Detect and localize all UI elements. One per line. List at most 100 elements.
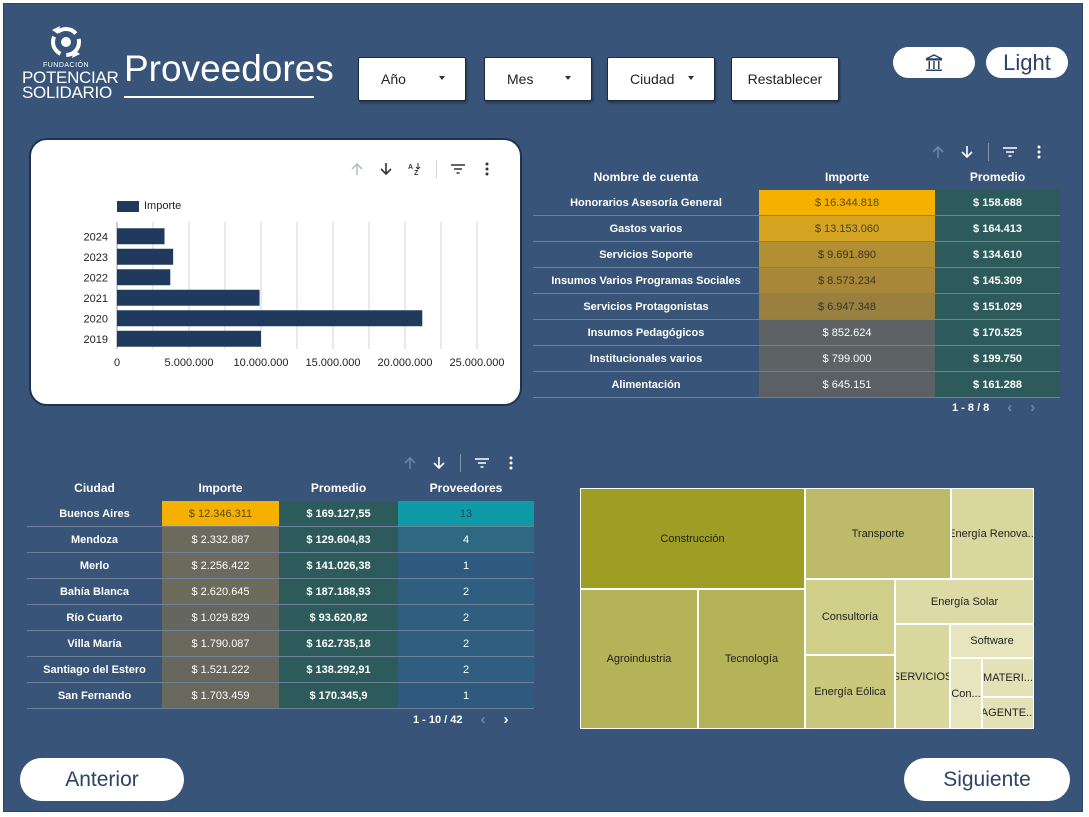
filter-icon[interactable] bbox=[450, 161, 466, 177]
treemap-cell-consultoria[interactable]: Consultoría bbox=[805, 579, 895, 655]
column-header[interactable]: Importe bbox=[198, 481, 243, 495]
filter-icon[interactable] bbox=[1002, 144, 1018, 160]
theme-toggle-label: Light bbox=[1003, 49, 1051, 75]
treemap-cell-software[interactable]: Software bbox=[950, 624, 1034, 658]
treemap-cell-materi[interactable]: MATERI... bbox=[982, 658, 1034, 697]
treemap-cell-agroindustria[interactable]: Agroindustria bbox=[580, 589, 698, 729]
logo-line-3: SOLIDARIO bbox=[22, 83, 112, 102]
filter-month-label: Mes bbox=[507, 71, 534, 87]
proveedores-cell: 2 bbox=[398, 657, 534, 682]
bar[interactable] bbox=[117, 289, 260, 306]
treemap-label: Consultoría bbox=[821, 611, 879, 623]
sort-descending-icon[interactable] bbox=[959, 144, 975, 160]
importe-cell: $ 645.151 bbox=[759, 372, 935, 397]
table-row[interactable]: Merlo $ 2.256.422 $ 141.026,38 1 bbox=[27, 553, 534, 579]
treemap-cell-agente[interactable]: AGENTE... bbox=[982, 697, 1034, 729]
more-options-icon[interactable] bbox=[1031, 144, 1047, 160]
table-header-row: Nombre de cuenta Importe Promedio bbox=[533, 164, 1060, 190]
importe-cell: $ 799.000 bbox=[759, 346, 935, 371]
treemap-cell-energia-solar[interactable]: Energía Solar bbox=[895, 579, 1034, 624]
account-name-cell: Insumos Pedagógicos bbox=[587, 326, 705, 339]
table-row[interactable]: Honorarios Asesoría General $ 16.344.818 $… bbox=[533, 190, 1060, 216]
chevron-left-icon[interactable]: ‹ bbox=[480, 711, 486, 728]
sort-ascending-icon[interactable] bbox=[930, 144, 946, 160]
bar[interactable] bbox=[117, 228, 165, 245]
table-row[interactable]: Santiago del Estero $ 1.521.222 $ 138.292,… bbox=[27, 657, 534, 683]
treemap-cell-energia-renovable[interactable]: Energía Renova... bbox=[951, 488, 1034, 579]
table-row[interactable]: Río Cuarto $ 1.029.829 $ 93.620,82 2 bbox=[27, 605, 534, 631]
chevron-down-icon bbox=[565, 76, 571, 80]
more-options-icon[interactable] bbox=[479, 161, 495, 177]
chevron-right-icon[interactable]: › bbox=[503, 711, 509, 728]
reset-button[interactable]: Restablecer bbox=[731, 57, 839, 101]
table-row[interactable]: San Fernando $ 1.703.459 $ 170.345,9 1 bbox=[27, 683, 534, 709]
treemap-cell-tecnologia[interactable]: Tecnología bbox=[698, 589, 805, 729]
column-header[interactable]: Promedio bbox=[969, 170, 1026, 184]
reset-button-label: Restablecer bbox=[747, 71, 823, 87]
column-header[interactable]: Promedio bbox=[310, 481, 367, 495]
home-button[interactable] bbox=[893, 47, 975, 78]
bar[interactable] bbox=[117, 269, 171, 286]
table-row[interactable]: Insumos Pedagógicos $ 852.624 $ 170.525 bbox=[533, 320, 1060, 346]
promedio-cell: $ 138.292,91 bbox=[279, 657, 398, 682]
account-name-cell: Servicios Protagonistas bbox=[583, 300, 709, 313]
importe-cell: $ 6.947.348 bbox=[759, 294, 935, 319]
table-row[interactable]: Insumos Varios Programas Sociales $ 8.573… bbox=[533, 268, 1060, 294]
treemap-label: MATERI... bbox=[983, 671, 1033, 684]
treemap-cell-construccion[interactable]: Construcción bbox=[580, 488, 805, 589]
sort-descending-icon[interactable] bbox=[378, 161, 394, 177]
account-name-cell: Servicios Soporte bbox=[599, 248, 693, 261]
accounts-table: Nombre de cuenta Importe Promedio Honorario… bbox=[533, 164, 1060, 398]
table-row[interactable]: Servicios Protagonistas $ 6.947.348 $ 151.… bbox=[533, 294, 1060, 320]
cities-pager: 1 - 10 / 42 ‹ › bbox=[413, 711, 509, 728]
bar[interactable] bbox=[117, 310, 423, 327]
city-cell: Mendoza bbox=[70, 533, 119, 546]
filter-icon[interactable] bbox=[474, 455, 490, 471]
table-row[interactable]: Villa María $ 1.790.087 $ 162.735,18 2 bbox=[27, 631, 534, 657]
cities-table: Ciudad Importe Promedio Proveedores Buenos A… bbox=[27, 475, 534, 709]
table-row[interactable]: Servicios Soporte $ 9.691.890 $ 134.610 bbox=[533, 242, 1060, 268]
sort-ascending-icon[interactable] bbox=[402, 455, 418, 471]
filter-month[interactable]: Mes bbox=[484, 57, 592, 101]
filter-year-label: Año bbox=[381, 71, 406, 87]
sort-descending-icon[interactable] bbox=[431, 455, 447, 471]
promedio-cell: $ 161.288 bbox=[935, 372, 1060, 397]
treemap-cell-servicios[interactable]: SERVICIOS bbox=[895, 624, 950, 729]
x-tick-label: 20.000.000 bbox=[377, 357, 432, 369]
column-header[interactable]: Ciudad bbox=[74, 481, 115, 495]
column-header[interactable]: Nombre de cuenta bbox=[593, 170, 699, 184]
treemap-label: Construcción bbox=[660, 532, 725, 545]
promedio-cell: $ 93.620,82 bbox=[279, 605, 398, 630]
theme-toggle-button[interactable]: Light bbox=[986, 47, 1068, 78]
treemap-cell-transporte[interactable]: Transporte bbox=[805, 488, 951, 579]
chevron-right-icon[interactable]: › bbox=[1030, 399, 1036, 416]
table-row[interactable]: Institucionales varios $ 799.000 $ 199.750 bbox=[533, 346, 1060, 372]
importe-cell: $ 2.332.887 bbox=[162, 527, 279, 552]
filter-year[interactable]: Año bbox=[358, 57, 466, 101]
bar[interactable] bbox=[117, 248, 174, 265]
sort-ascending-icon[interactable] bbox=[349, 161, 365, 177]
chevron-left-icon[interactable]: ‹ bbox=[1007, 399, 1013, 416]
treemap-cell-energia-eolica[interactable]: Energía Eólica bbox=[805, 655, 895, 729]
treemap-label: SERVICIOS bbox=[895, 670, 950, 683]
column-header[interactable]: Proveedores bbox=[429, 481, 503, 495]
city-cell: Villa María bbox=[67, 637, 122, 650]
column-header[interactable]: Importe bbox=[824, 170, 869, 184]
toolbar-divider bbox=[988, 143, 989, 161]
logo-line-2: POTENCIAR bbox=[22, 68, 119, 87]
table-row[interactable]: Buenos Aires $ 12.346.311 $ 169.127,55 13 bbox=[27, 501, 534, 527]
table-row[interactable]: Gastos varios $ 13.153.060 $ 164.413 bbox=[533, 216, 1060, 242]
next-button[interactable]: Siguiente bbox=[904, 758, 1070, 801]
bar[interactable] bbox=[117, 330, 261, 347]
filter-city[interactable]: Ciudad bbox=[607, 57, 715, 101]
more-options-icon[interactable] bbox=[503, 455, 519, 471]
table-row[interactable]: Alimentación $ 645.151 $ 161.288 bbox=[533, 372, 1060, 398]
treemap-cell-con[interactable]: Con... bbox=[950, 658, 982, 729]
previous-button[interactable]: Anterior bbox=[20, 758, 184, 801]
account-name-cell: Alimentación bbox=[611, 378, 681, 391]
table-row[interactable]: Mendoza $ 2.332.887 $ 129.604,83 4 bbox=[27, 527, 534, 553]
table-row[interactable]: Bahía Blanca $ 2.620.645 $ 187.188,93 2 bbox=[27, 579, 534, 605]
previous-button-label: Anterior bbox=[65, 767, 139, 791]
